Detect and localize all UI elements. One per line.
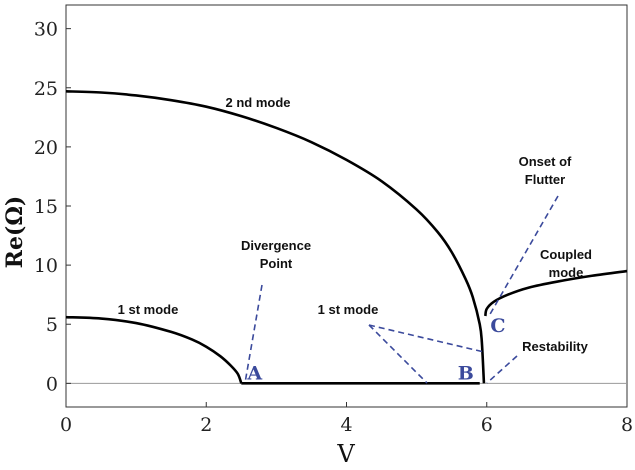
x-tick-label: 0 bbox=[60, 414, 72, 436]
curves bbox=[65, 90, 628, 385]
annotation-leader bbox=[488, 195, 559, 317]
mode2-label: 2 nd mode bbox=[225, 95, 290, 110]
x-tick-label: 6 bbox=[481, 414, 493, 436]
y-axis-label: Re(Ω) bbox=[2, 196, 28, 269]
series-line-1 bbox=[65, 315, 243, 384]
coupled-label: mode bbox=[549, 265, 584, 280]
x-tick-label: 2 bbox=[200, 414, 212, 436]
y-tick-label: 10 bbox=[34, 255, 58, 277]
coupled-label: Coupled bbox=[540, 247, 592, 262]
point-label-b: B bbox=[458, 362, 474, 384]
x-tick-label: 8 bbox=[621, 414, 633, 436]
y-tick-label: 15 bbox=[34, 196, 58, 218]
divergence-label: Point bbox=[260, 256, 293, 271]
flutter-label: Onset of bbox=[519, 154, 572, 169]
mode1-flat-label: 1 st mode bbox=[318, 302, 379, 317]
point-label-a: A bbox=[246, 362, 262, 384]
x-axis-label: V bbox=[336, 440, 355, 468]
y-tick-label: 25 bbox=[34, 78, 58, 100]
mode1-label: 1 st mode bbox=[118, 302, 179, 317]
y-tick-label: 20 bbox=[34, 137, 58, 159]
annotation-leader bbox=[368, 324, 485, 353]
series-line-3 bbox=[65, 90, 486, 384]
y-tick-label: 5 bbox=[46, 314, 58, 336]
point-label-c: C bbox=[490, 315, 505, 337]
divergence-label: Divergence bbox=[241, 238, 311, 253]
restability-label: Restability bbox=[522, 339, 589, 354]
ticks: 0 2 4 6 8 0 5 10 15 20 25 30 bbox=[34, 19, 633, 436]
annotation-leader bbox=[244, 284, 263, 384]
annotations: 1 st mode 2 nd mode Divergence Point 1 st mo… bbox=[118, 95, 592, 354]
y-tick-label: 0 bbox=[46, 373, 58, 395]
x-tick-label: 4 bbox=[340, 414, 352, 436]
annotation-leader bbox=[486, 355, 518, 384]
y-tick-label: 30 bbox=[34, 19, 58, 41]
flutter-label: Flutter bbox=[525, 172, 565, 187]
series-line-4 bbox=[484, 269, 628, 317]
annotation-leader bbox=[368, 324, 428, 384]
points: A B C bbox=[246, 315, 505, 384]
annotation-dashes bbox=[244, 195, 559, 384]
